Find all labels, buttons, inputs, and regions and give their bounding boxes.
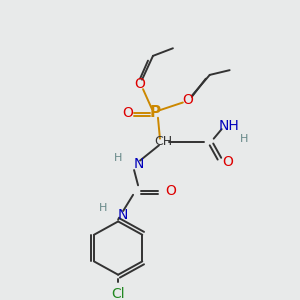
Text: H: H bbox=[239, 134, 248, 144]
Text: N: N bbox=[134, 158, 144, 171]
Text: O: O bbox=[222, 155, 233, 170]
Text: O: O bbox=[166, 184, 176, 198]
Text: O: O bbox=[123, 106, 134, 120]
Text: NH: NH bbox=[218, 119, 239, 133]
Text: P: P bbox=[149, 106, 161, 121]
Text: Cl: Cl bbox=[111, 287, 125, 300]
Text: N: N bbox=[118, 208, 128, 222]
Text: O: O bbox=[182, 93, 193, 107]
Text: CH: CH bbox=[154, 135, 172, 148]
Text: H: H bbox=[99, 203, 107, 213]
Text: O: O bbox=[135, 77, 146, 92]
Text: H: H bbox=[114, 153, 122, 163]
